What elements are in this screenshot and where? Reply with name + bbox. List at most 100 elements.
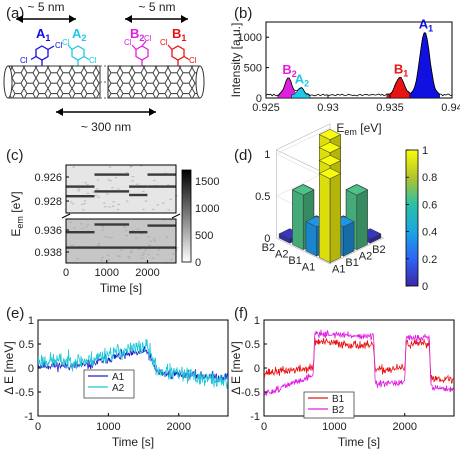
heatmap-noise (97, 243, 101, 245)
heatmap-noise (163, 219, 166, 221)
heatmap-noise (111, 205, 115, 207)
heatmap-noise (149, 240, 152, 242)
heatmap-noise (125, 234, 128, 237)
heatmap-noise (131, 176, 135, 178)
heatmap-noise (116, 208, 120, 211)
molecule-label-a1: A1 (36, 26, 50, 43)
right-arrowhead-l (125, 15, 132, 23)
correlation-colorbar-label: 0.6 (422, 199, 437, 211)
bar-a1-a1 (318, 168, 342, 264)
cl-label-a2-2: Cl (89, 56, 97, 65)
x-tick-label: 1000 (96, 421, 120, 433)
heatmap-noise (86, 192, 90, 194)
bar3d-col-label: A2 (275, 249, 288, 261)
heatmap-noise (112, 201, 115, 203)
heatmap-noise (142, 190, 145, 193)
cl-label-a1-1: Cl (55, 41, 63, 50)
heatmap-x-tick-label: 1000 (94, 267, 118, 279)
spectrum-y-tick-label: 1000 (238, 32, 262, 44)
y-tick-label: -0.5 (241, 387, 260, 399)
bar3d-col-label: B1 (288, 255, 301, 267)
heatmap-noise (108, 166, 112, 168)
spectrum-x-tick-label: 0.925 (252, 102, 280, 114)
trace-a2 (147, 185, 176, 188)
heatmap-noise (108, 206, 111, 208)
heatmap-noise (144, 200, 148, 202)
cl-label-b1-1: Cl (160, 38, 168, 47)
heatmap-noise (107, 237, 110, 239)
heatmap-noise (128, 257, 131, 259)
heatmap-noise (136, 228, 140, 230)
heatmap-noise (101, 256, 104, 258)
heatmap-noise (101, 229, 104, 231)
heatmap-noise (107, 179, 110, 181)
peak-label-b2: B2 (282, 62, 296, 79)
heatmap-noise (172, 253, 175, 255)
heatmap-noise (167, 209, 170, 211)
heatmap-colorbar-label: 1000 (195, 203, 219, 215)
heatmap-noise (104, 236, 108, 238)
heatmap-x-tick-label: 0 (63, 267, 69, 279)
heatmap-colorbar-label: 0 (195, 257, 201, 269)
heatmap-colorbar (181, 169, 192, 263)
heatmap-noise (169, 198, 172, 200)
trace-a2 (129, 193, 148, 197)
heatmap-y-tick-label: 0.936 (34, 225, 62, 237)
y-tick-label: 1 (254, 315, 260, 327)
heatmap-noise (100, 259, 103, 261)
heatmap-noise (86, 223, 90, 225)
molecule-a1 (30, 45, 55, 66)
heatmap-noise (129, 252, 133, 254)
bar3d-row-label: B2 (372, 244, 385, 256)
series-b1 (264, 337, 454, 384)
heatmap-noise (70, 244, 74, 246)
heatmap-noise (83, 203, 86, 205)
heatmap-noise (101, 225, 105, 227)
bar3d-z-tick-label: 1 (264, 149, 270, 161)
heatmap-noise (97, 244, 100, 247)
heatmap-noise (139, 165, 143, 167)
legend-label-a1: A1 (112, 372, 125, 383)
panel-e-plot-area (37, 319, 229, 417)
trace-b2 (147, 173, 176, 176)
heatmap-noise (169, 219, 173, 221)
heatmap-noise (117, 203, 120, 206)
correlation-colorbar-label: 1 (422, 145, 428, 157)
axis-break-mark (61, 213, 71, 219)
heatmap-noise (96, 179, 100, 181)
heatmap-noise (144, 249, 147, 251)
heatmap-noise (127, 255, 130, 257)
spectrum-y-axis-label: Intensity [a.u.] (229, 23, 243, 98)
heatmap-noise (71, 203, 75, 205)
length-arrowhead-r (149, 108, 156, 116)
heatmap-noise (169, 258, 173, 261)
correlation-colorbar-label: 0.8 (422, 172, 437, 184)
panel-e-legend (83, 369, 135, 399)
heatmap-noise (82, 209, 85, 211)
heatmap-noise (116, 255, 120, 257)
y-tick-label: -0.5 (15, 387, 34, 399)
y-tick-label: 0 (28, 363, 34, 375)
heatmap-upper-band (66, 165, 176, 213)
bar3d-row-label: A2 (359, 251, 372, 263)
trace-a1 (66, 246, 176, 249)
heatmap-noise (107, 259, 110, 261)
heatmap-noise (124, 230, 128, 232)
heatmap-noise (153, 179, 156, 182)
panel-f-legend (303, 391, 355, 419)
heatmap-noise (165, 236, 169, 238)
legend-label-a2: A2 (112, 383, 125, 394)
legend-label-b1: B1 (332, 394, 345, 405)
molecule-label-b2: B2 (130, 26, 144, 43)
correlation-colorbar-label: 0 (422, 281, 428, 293)
cl-label-a2-1: Cl (62, 38, 70, 47)
x-tick-label: 2000 (166, 421, 190, 433)
heatmap-noise (120, 249, 123, 251)
heatmap-noise (151, 257, 155, 259)
correlation-colorbar (405, 149, 419, 287)
heatmap-noise (96, 188, 99, 190)
